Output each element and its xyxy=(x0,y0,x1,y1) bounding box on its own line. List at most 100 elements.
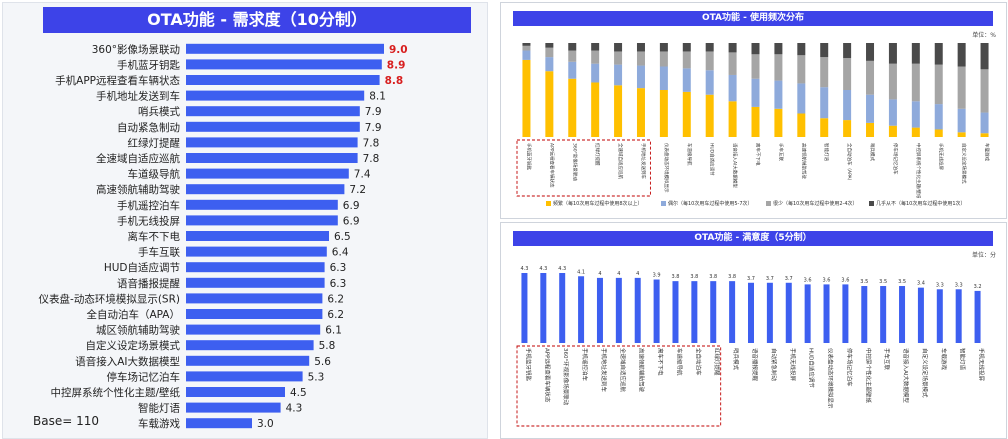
stacked-segment xyxy=(545,43,554,48)
category-label: HUD自适应调节 xyxy=(808,348,816,388)
satisfaction-bar xyxy=(936,289,943,343)
stacked-segment xyxy=(659,90,668,137)
value-label: 8.8 xyxy=(385,75,404,87)
category-label: 停车场记忆泊车 xyxy=(892,143,899,175)
category-label: 哨兵模式 xyxy=(869,143,876,161)
value-label: 7.2 xyxy=(349,184,366,196)
stacked-segment xyxy=(705,70,714,95)
value-label: 7.4 xyxy=(354,169,371,181)
frequency-stacked-chart: 手机蓝牙钥匙 APP远程查看车辆状态 360°影像场景联动 红绿灯提醒 全速域自适应巡航… xyxy=(516,43,991,198)
value-label: 3.3 xyxy=(955,282,963,288)
value-label: 5.6 xyxy=(314,356,331,368)
stacked-segment xyxy=(614,43,623,52)
stacked-segment xyxy=(888,63,897,100)
stacked-segment xyxy=(568,78,577,137)
demand-chart-title: OTA功能 - 需求度（10分制） xyxy=(43,7,471,33)
stacked-segment xyxy=(980,133,989,137)
demand-bar-chart: 360°影像场景联动 9.0 手机蓝牙钥匙 8.9 手机APP远程查看车辆状态 8.8 手机… xyxy=(39,43,408,430)
category-label: 高速领航辅助驾驶 xyxy=(96,183,180,196)
stacked-segment xyxy=(636,65,645,89)
demand-bar xyxy=(186,184,345,195)
value-label: 5.8 xyxy=(319,340,336,352)
stacked-segment xyxy=(591,43,600,51)
category-label: 手机遥控泊车 xyxy=(117,199,180,212)
category-label: 离车不下电 xyxy=(657,348,665,376)
category-label: 手机蓝牙钥匙 xyxy=(524,348,532,382)
legend-item-rarely: 很少（每10次用车过程中使用2-4次） xyxy=(766,200,858,210)
demand-bar xyxy=(186,355,310,366)
demand-bar xyxy=(186,371,303,382)
category-label: 360°影像场景联动 xyxy=(92,43,180,56)
category-label: 手机无线投屏 xyxy=(978,348,986,382)
stacked-segment xyxy=(636,43,645,52)
demand-chart-panel: OTA功能 - 需求度（10分制） 360°影像场景联动 9.0 手机蓝牙钥匙 8.9… xyxy=(2,2,488,439)
satisfaction-bar xyxy=(653,279,660,343)
category-label: 车载游戏 xyxy=(940,348,948,371)
stacked-segment xyxy=(682,68,691,92)
demand-bar xyxy=(186,168,349,179)
value-label: 3.6 xyxy=(823,277,831,283)
demand-bar xyxy=(186,418,252,429)
demand-bar xyxy=(186,59,382,70)
satisfaction-bar xyxy=(634,277,641,343)
stacked-segment xyxy=(774,108,783,137)
stacked-segment xyxy=(682,43,691,52)
stacked-segment xyxy=(636,88,645,137)
value-label: 7.9 xyxy=(365,106,382,118)
category-label: 中控屏系统个性化主题/壁纸 xyxy=(50,386,180,399)
satisfaction-chart-panel: OTA功能 - 满意度（5分制） 单位：分 4.3 手机蓝牙钥匙 4.3 APP远程查… xyxy=(500,222,1007,439)
stacked-segment xyxy=(591,63,600,83)
stacked-segment xyxy=(659,51,668,67)
category-label: 车载游戏 xyxy=(138,417,180,430)
demand-bar xyxy=(186,309,323,319)
value-label: 6.2 xyxy=(327,309,344,321)
demand-bar xyxy=(186,293,323,304)
stacked-segment xyxy=(888,125,897,137)
value-label: 4.3 xyxy=(539,266,547,272)
value-label: 4 xyxy=(617,271,620,277)
category-label: 手机地址发送到车 xyxy=(600,348,608,393)
value-label: 7.9 xyxy=(365,122,382,134)
stacked-segment xyxy=(820,43,829,58)
stacked-segment xyxy=(545,71,554,137)
value-label: 5.3 xyxy=(308,371,325,383)
satisfaction-bar xyxy=(521,273,528,343)
satisfaction-bar xyxy=(578,276,585,343)
stacked-segment xyxy=(659,43,668,52)
satisfaction-bar xyxy=(861,286,868,343)
stacked-segment xyxy=(705,94,714,137)
stacked-segment xyxy=(957,43,966,67)
value-label: 6.9 xyxy=(343,200,360,212)
stacked-segment xyxy=(957,108,966,133)
stacked-segment xyxy=(934,104,943,130)
frequency-unit-label: 单位：% xyxy=(972,32,996,39)
demand-bar xyxy=(186,402,281,413)
stacked-segment xyxy=(614,85,623,137)
satisfaction-bar xyxy=(880,286,887,343)
category-label: 红绿灯提醒 xyxy=(594,143,601,166)
value-label: 3.7 xyxy=(766,276,774,282)
value-label: 7.8 xyxy=(363,153,380,165)
demand-bar xyxy=(186,43,384,54)
category-label: 手机地址发送到车 xyxy=(96,90,180,103)
category-label: 车道级导航 xyxy=(128,168,181,181)
stacked-segment xyxy=(797,83,806,114)
category-label: 哨兵模式 xyxy=(138,105,180,118)
category-label: HUD自适应调节 xyxy=(709,143,716,176)
stacked-segment xyxy=(866,60,875,95)
stacked-segment xyxy=(774,54,783,81)
value-label: 3.6 xyxy=(804,277,812,283)
category-label: 自动紧急制动 xyxy=(117,121,180,134)
demand-bar xyxy=(186,215,338,226)
category-label: 红绿灯提醒 xyxy=(713,348,721,376)
stacked-segment xyxy=(568,43,577,51)
demand-bar xyxy=(186,137,358,148)
value-label: 4 xyxy=(636,271,639,277)
category-label: 手车互联 xyxy=(138,246,180,259)
category-label: 中控屏个性化主题壁纸 xyxy=(864,348,872,404)
satisfaction-bar-chart: 4.3 手机蓝牙钥匙 4.3 APP远程查看车辆状态 4.3 360°环视影像场景联动 4.… xyxy=(516,266,986,427)
category-label: 手机遥控泊车 xyxy=(581,348,589,382)
value-label: 9.0 xyxy=(389,44,408,56)
satisfaction-bar xyxy=(804,284,811,343)
value-label: 6.1 xyxy=(325,325,342,337)
